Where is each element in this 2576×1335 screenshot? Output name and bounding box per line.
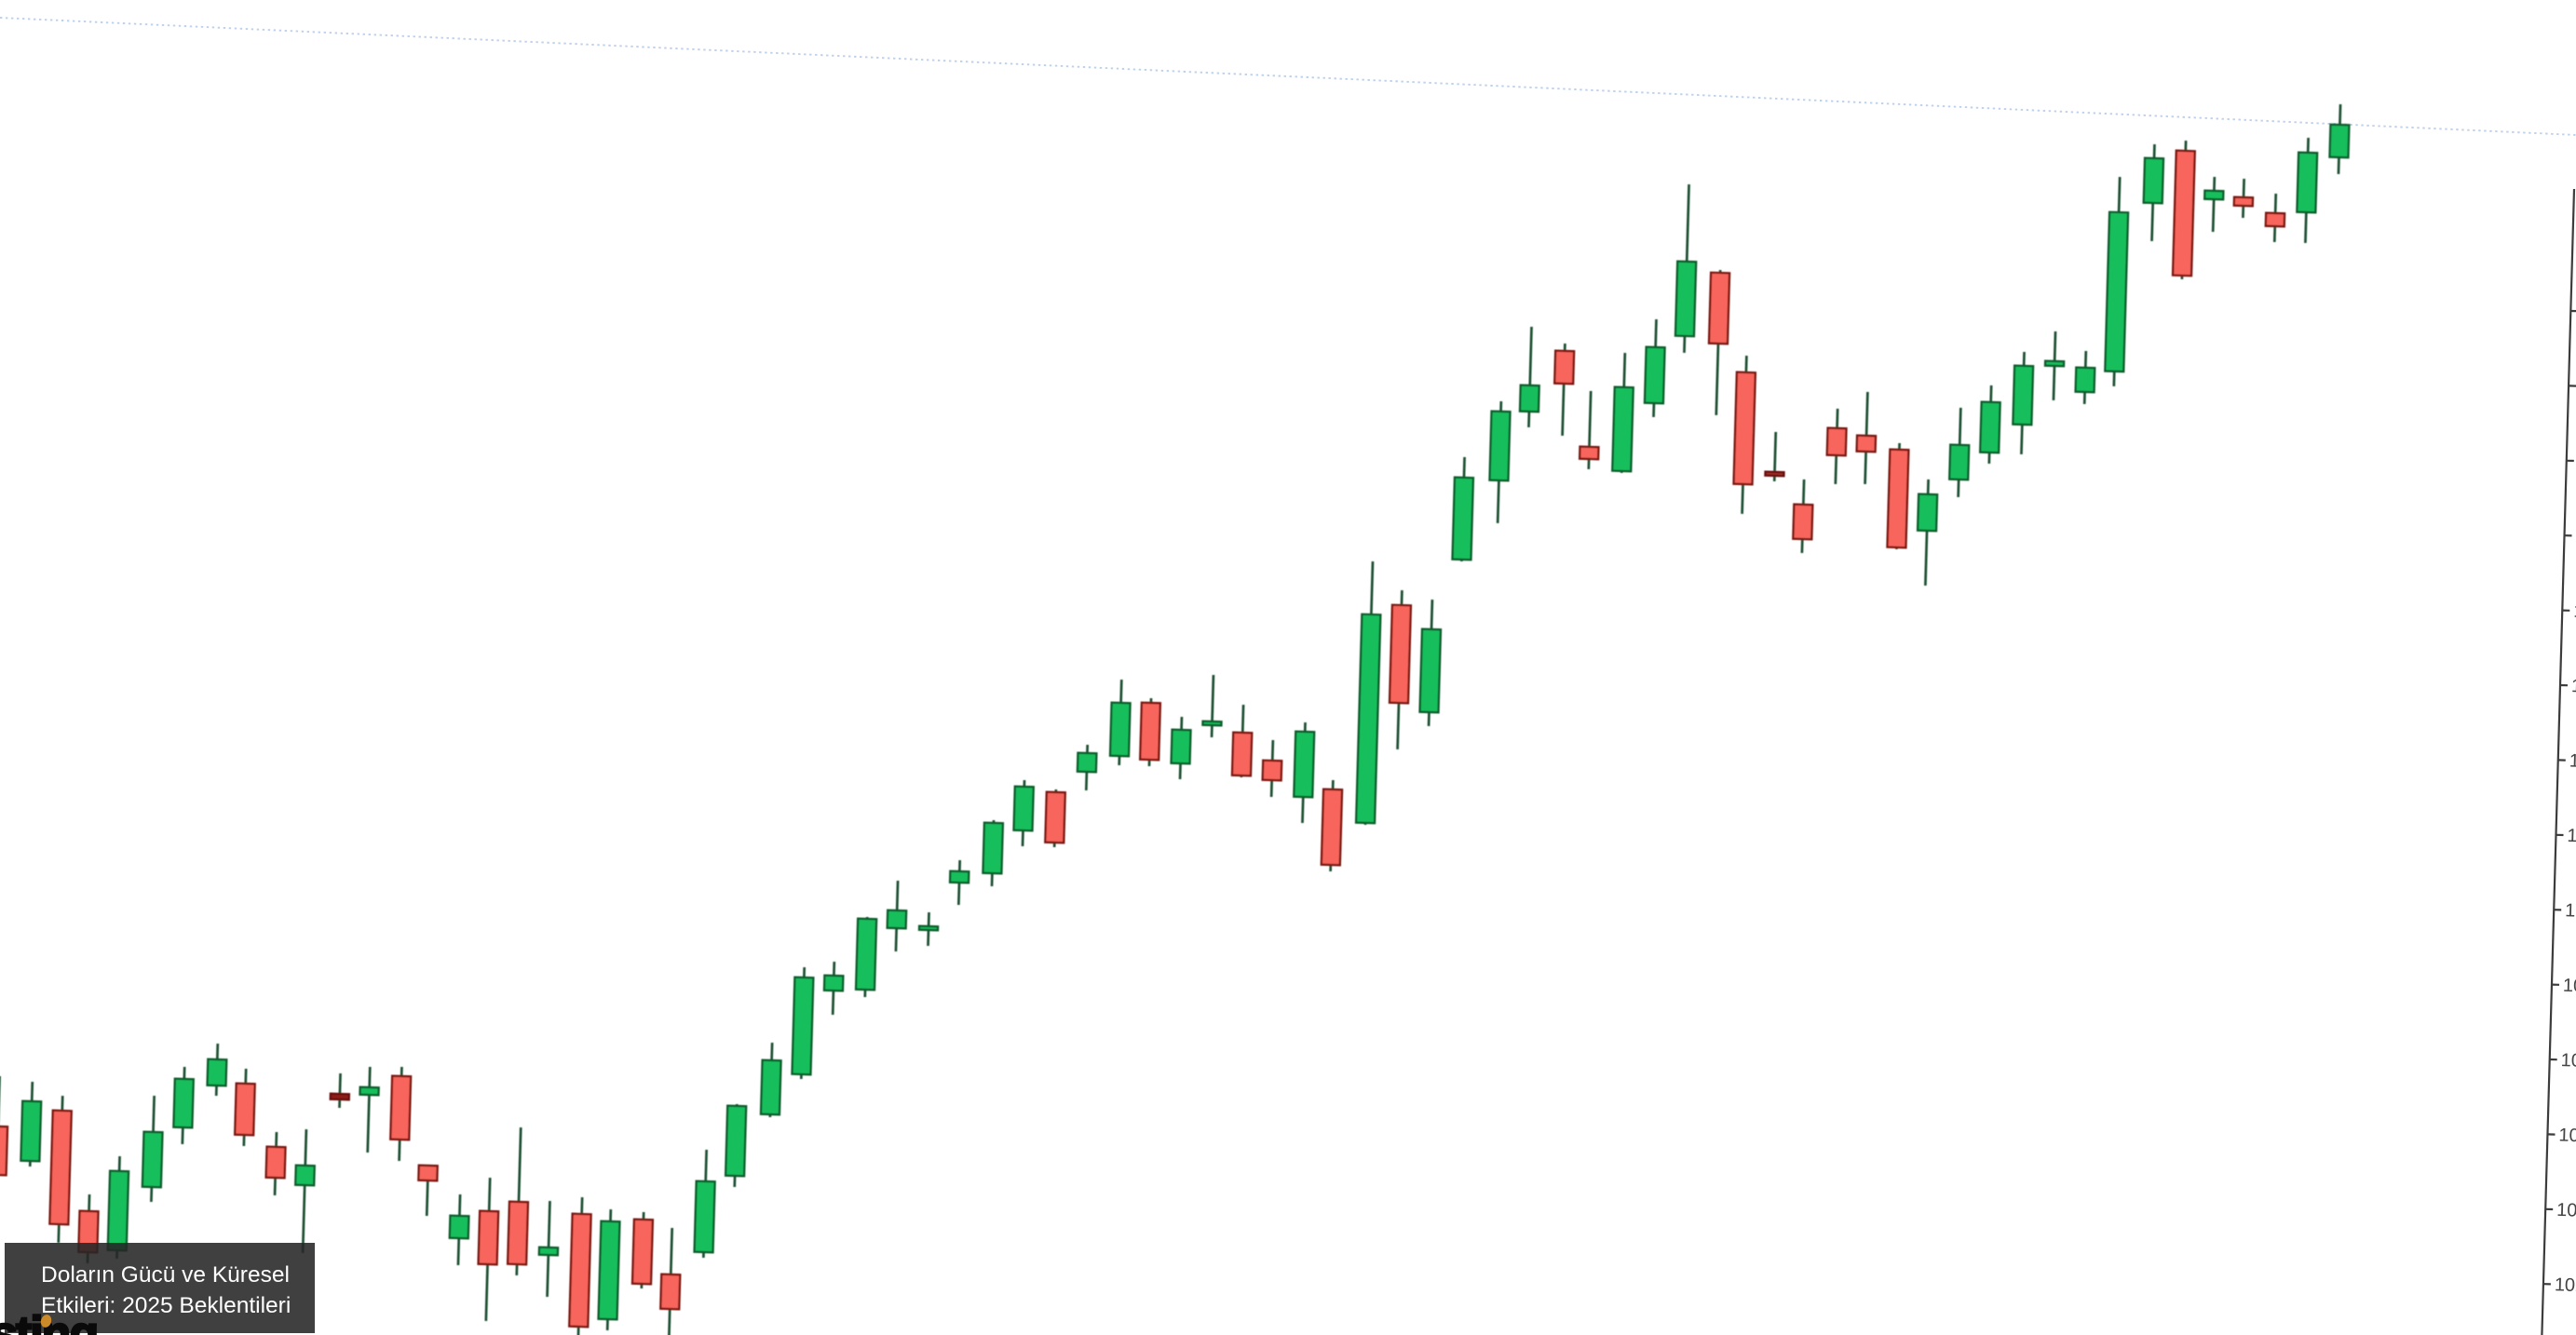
- svg-text:Etkileri: 2025 Beklentileri: Etkileri: 2025 Beklentileri: [41, 1293, 291, 1318]
- svg-text:106.000: 106.000: [2569, 751, 2576, 774]
- svg-text:106.500: 106.500: [2571, 676, 2576, 698]
- svg-text:103.000: 103.000: [2556, 1200, 2576, 1222]
- svg-text:sting: sting: [0, 1307, 97, 1335]
- svg-text:103.500: 103.500: [2558, 1126, 2576, 1148]
- svg-text:107.000: 107.000: [2573, 601, 2576, 624]
- svg-text:105.000: 105.000: [2565, 900, 2576, 923]
- svg-text:Doların Gücü ve Küresel: Doların Gücü ve Küresel: [41, 1262, 290, 1288]
- svg-text:104.000: 104.000: [2560, 1050, 2576, 1072]
- svg-text:104.500: 104.500: [2563, 976, 2576, 998]
- svg-text:105.500: 105.500: [2567, 826, 2576, 848]
- svg-text:102.500: 102.500: [2555, 1274, 2576, 1297]
